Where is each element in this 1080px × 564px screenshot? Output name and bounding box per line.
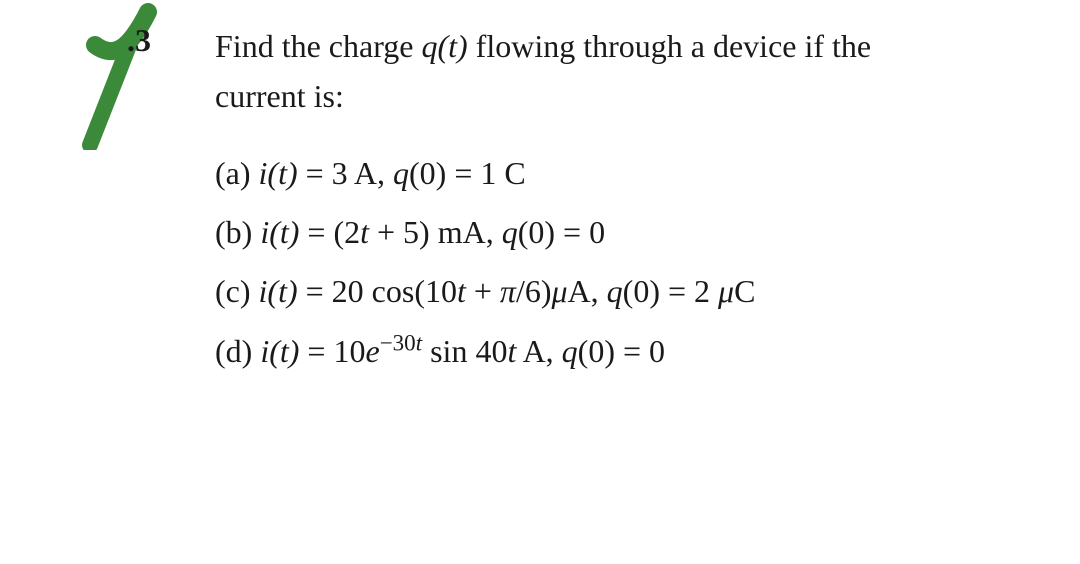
part-a-text-2: (0) = 1 C (409, 155, 526, 191)
part-b: (b) i(t) = (2t + 5) mA, q(0) = 0 (215, 207, 1065, 258)
prompt-text-3: current is: (215, 78, 344, 114)
part-b-t-var: t (360, 214, 369, 250)
part-a-label: (a) (215, 155, 259, 191)
part-c-mu2: μ (718, 273, 734, 309)
part-d-t-var: t (507, 333, 516, 369)
part-d: (d) i(t) = 10e−30t sin 40t A, q(0) = 0 (215, 326, 1065, 377)
part-a-it-var: i(t) (259, 155, 298, 191)
part-c: (c) i(t) = 20 cos(10t + π/6)μA, q(0) = 2… (215, 266, 1065, 317)
part-c-text-3: /6) (516, 273, 552, 309)
part-b-text-2: + 5) mA, (369, 214, 502, 250)
part-c-unit-c: C (734, 273, 755, 309)
part-d-text-1: = 10 (299, 333, 365, 369)
problem-number: .3 (127, 22, 151, 59)
part-c-pi: π (500, 273, 516, 309)
part-c-text-2: + (466, 273, 500, 309)
prompt-text-1: Find the charge (215, 28, 421, 64)
part-c-q-var: q (607, 273, 623, 309)
part-d-text-2: sin 40 (422, 333, 507, 369)
part-c-it-var: i(t) (259, 273, 298, 309)
problem-container: .3 Find the charge q(t) flowing through … (0, 0, 1080, 22)
part-b-text-3: (0) = 0 (518, 214, 605, 250)
part-b-text-1: = (2 (299, 214, 360, 250)
part-c-label: (c) (215, 273, 259, 309)
part-a: (a) i(t) = 3 A, q(0) = 1 C (215, 148, 1065, 199)
part-d-e-var: e (365, 333, 379, 369)
part-d-label: (d) (215, 333, 260, 369)
part-d-exponent: −30t (380, 329, 422, 355)
problem-prompt: Find the charge q(t) flowing through a d… (215, 22, 1065, 121)
part-d-q-var: q (562, 333, 578, 369)
part-a-text-1: = 3 A, (298, 155, 393, 191)
parts-list: (a) i(t) = 3 A, q(0) = 1 C (b) i(t) = (2… (215, 148, 1065, 385)
part-d-text-4: (0) = 0 (578, 333, 665, 369)
part-d-it-var: i(t) (260, 333, 299, 369)
part-b-label: (b) (215, 214, 260, 250)
part-c-mu: μ (551, 273, 567, 309)
part-c-text-4: A, (568, 273, 607, 309)
prompt-variable-qt: q(t) (421, 28, 467, 64)
part-c-text-5: (0) = 2 (623, 273, 718, 309)
part-c-t-var: t (457, 273, 466, 309)
part-b-q-var: q (502, 214, 518, 250)
part-b-it-var: i(t) (260, 214, 299, 250)
prompt-text-2: flowing through a device if the (468, 28, 871, 64)
part-d-exp-num: −30 (380, 329, 416, 355)
part-d-text-3: A, (516, 333, 561, 369)
part-c-text-1: = 20 cos(10 (298, 273, 457, 309)
part-a-q-var: q (393, 155, 409, 191)
